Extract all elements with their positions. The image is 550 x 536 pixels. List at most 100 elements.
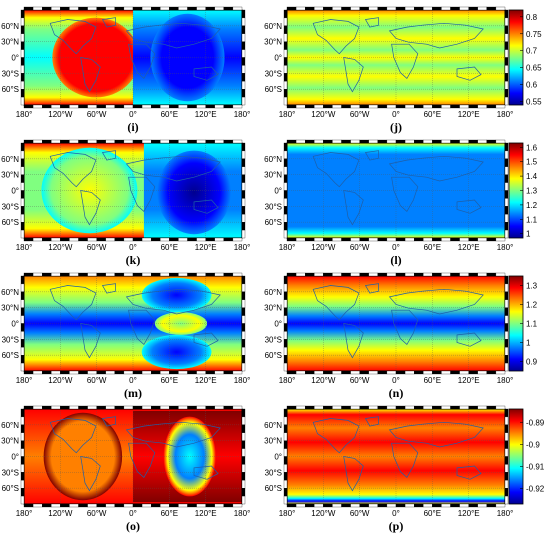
border-tick [20, 142, 25, 152]
colorbar-tick-label: 0.8 [526, 13, 538, 22]
border-tick [295, 237, 306, 242]
border-tick [132, 6, 143, 11]
border-tick [241, 488, 246, 497]
border-tick [504, 456, 509, 465]
x-tick-label: 60°W [350, 110, 370, 119]
colorbar-tick-label: 0.6 [526, 81, 538, 90]
border-tick [60, 503, 70, 508]
border-tick [283, 323, 288, 332]
border-tick [332, 405, 342, 410]
panel-label: (l) [390, 253, 401, 267]
border-tick [286, 237, 297, 242]
border-tick [20, 190, 25, 199]
border-tick [141, 104, 152, 109]
x-tick-label: 60°E [161, 110, 178, 119]
border-tick [283, 57, 288, 66]
border-tick [441, 370, 451, 375]
border-tick [123, 139, 134, 144]
border-tick [187, 139, 197, 144]
border-tick [241, 17, 246, 26]
border-tick [20, 49, 25, 58]
panel-label: (p) [389, 519, 404, 533]
border-tick [114, 104, 125, 109]
border-tick [223, 237, 234, 242]
border-tick [20, 158, 25, 167]
border-tick [323, 139, 333, 144]
coastline [312, 285, 360, 321]
border-tick [178, 237, 188, 242]
border-tick [32, 272, 43, 277]
border-tick [305, 272, 315, 277]
border-tick [214, 6, 224, 11]
field-feature [150, 13, 225, 102]
border-tick [241, 96, 246, 106]
border-tick [160, 503, 170, 508]
x-tick-label: 180° [497, 110, 514, 119]
border-tick [414, 272, 424, 277]
border-tick [78, 272, 88, 277]
border-tick [241, 73, 246, 82]
border-tick [42, 104, 52, 109]
coastline [456, 332, 482, 347]
border-tick [323, 237, 333, 242]
border-tick [305, 104, 315, 109]
border-tick [214, 370, 224, 375]
border-tick [178, 405, 188, 410]
border-tick [20, 214, 25, 223]
border-tick [341, 104, 351, 109]
border-tick [359, 237, 369, 242]
border-tick [504, 480, 509, 489]
border-tick [20, 25, 25, 34]
border-tick [395, 237, 406, 242]
panel-o: 180° 120°W 60°W 0° 60°E 120°E 180° 60°N 30°N 0° 30… [1, 405, 250, 533]
border-tick [20, 17, 25, 26]
border-tick [468, 370, 478, 375]
border-tick [69, 6, 79, 11]
border-tick [441, 503, 451, 508]
coastline [80, 57, 101, 93]
x-tick-label: 180° [497, 243, 514, 252]
colorbars: 0.80.750.70.650.60.551.61.51.41.31.21.11… [508, 9, 545, 505]
border-tick [20, 355, 25, 364]
border-tick [283, 275, 288, 285]
field-feature [41, 147, 138, 234]
border-tick [20, 362, 25, 372]
coastline [49, 19, 97, 55]
border-tick [241, 440, 246, 449]
border-tick [223, 139, 234, 144]
border-tick [20, 488, 25, 497]
x-tick-label: 0° [392, 110, 400, 119]
border-tick [504, 408, 509, 418]
border-tick [20, 275, 25, 285]
coastline [343, 456, 364, 492]
border-tick [187, 104, 197, 109]
x-tick-label: 60°E [424, 110, 441, 119]
border-tick [51, 272, 61, 277]
border-tick [459, 503, 469, 508]
border-tick [295, 405, 306, 410]
border-tick [32, 104, 43, 109]
x-tick-label: 120°W [311, 110, 336, 119]
border-tick [414, 405, 424, 410]
border-tick [78, 370, 88, 375]
border-tick [20, 182, 25, 191]
border-tick [141, 139, 152, 144]
y-tick-label: 30°N [264, 304, 282, 313]
border-tick [459, 139, 469, 144]
border-tick [283, 229, 288, 239]
coastline [49, 285, 97, 321]
y-tick-label: 60°N [1, 421, 19, 430]
border-tick [132, 237, 143, 242]
border-tick [341, 6, 351, 11]
coastline [80, 190, 101, 226]
x-tick-label: 120°E [195, 509, 217, 518]
border-tick [232, 139, 243, 144]
x-tick-label: 120°E [458, 509, 480, 518]
border-tick [305, 6, 315, 11]
border-tick [169, 104, 179, 109]
border-tick [42, 237, 52, 242]
border-tick [283, 355, 288, 364]
border-tick [423, 503, 433, 508]
border-tick [341, 139, 351, 144]
coastline [80, 323, 101, 359]
